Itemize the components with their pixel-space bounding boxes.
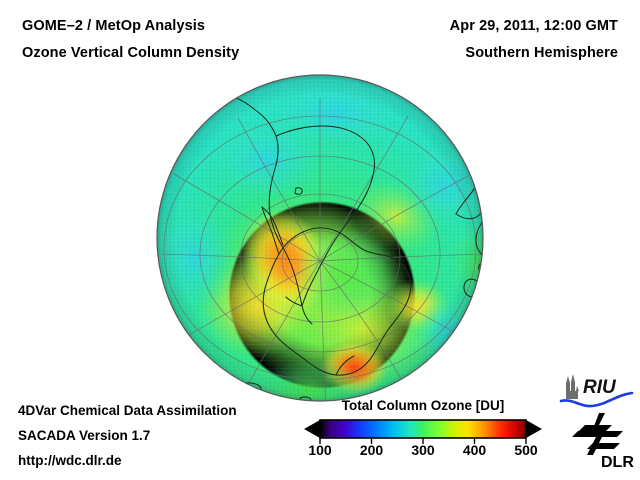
cathedral-icon	[566, 374, 579, 399]
coastline-antarctica	[262, 227, 412, 376]
ozone-globe-map	[150, 68, 494, 412]
globe-svg	[156, 74, 492, 402]
colorbar-swatch	[304, 419, 542, 444]
coastline-tasmania	[478, 262, 483, 273]
page-title: GOME–2 / MetOp Analysis	[22, 18, 206, 34]
coastline-falkland-islands	[294, 187, 303, 195]
colorbar-legend: Total Column Ozone [DU] 100 200 300 400 500	[300, 398, 546, 472]
coastline-south-america-west	[189, 93, 313, 325]
dlr-logo: DLR	[566, 411, 636, 471]
website-url[interactable]: http://wdc.dlr.de	[18, 453, 122, 468]
colorbar-tick-label: 500	[514, 442, 538, 458]
coastline-tierra-del-fuego	[285, 296, 303, 307]
colorbar-tick-label: 100	[308, 442, 332, 458]
riu-wordmark: RIU	[583, 377, 617, 398]
graticule	[161, 98, 483, 401]
coastline-ross-ice-shelf	[335, 355, 355, 376]
analysis-datetime: Apr 29, 2011, 12:00 GMT	[449, 18, 618, 34]
dlr-logo-svg: DLR	[572, 413, 634, 471]
ozone-field	[157, 75, 492, 401]
colorbar-low-arrow	[304, 420, 320, 438]
coastline-island-bottom	[299, 396, 312, 401]
riu-logo-svg: RIU	[559, 374, 634, 408]
colorbar-tick-labels: 100 200 300 400 500	[300, 442, 546, 464]
method-label: 4DVar Chemical Data Assimilation	[18, 403, 237, 418]
colorbar-tick-label: 200	[359, 442, 384, 458]
coastline-australia-southeast	[475, 217, 483, 269]
dlr-mark-icon	[572, 413, 623, 455]
riu-wave-icon	[559, 391, 634, 408]
version-label: SACADA Version 1.7	[18, 428, 151, 443]
coastline-antarctic-peninsula	[261, 206, 280, 255]
globe-outline	[156, 74, 484, 402]
page-subtitle: Ozone Vertical Column Density	[22, 45, 240, 61]
coastline-africa-east	[486, 166, 492, 202]
colorbar-ticks	[319, 438, 527, 444]
coastline-south-america-east	[275, 125, 375, 307]
meridians	[161, 98, 483, 401]
colorbar-tick-label: 400	[462, 442, 487, 458]
colorbar-gradient-bar	[320, 420, 526, 438]
riu-logo: RIU	[558, 371, 636, 411]
dlr-wordmark: DLR	[601, 454, 634, 471]
hemisphere-label: Southern Hemisphere	[465, 45, 618, 61]
colorbar-high-arrow	[526, 420, 542, 438]
colorbar-title: Total Column Ozone [DU]	[341, 398, 505, 413]
coastline-antarctic-peninsula-east	[261, 206, 284, 246]
coastline-africa-south	[455, 201, 483, 220]
colorbar-tick-label: 300	[411, 442, 435, 458]
